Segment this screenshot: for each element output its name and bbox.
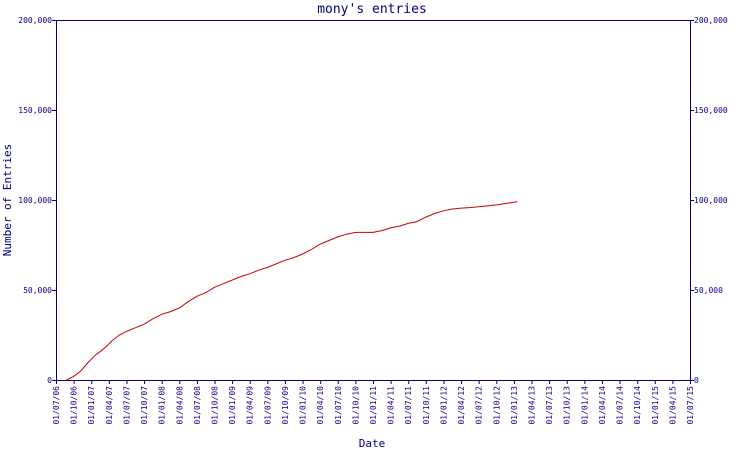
y-tick-label-left: 200,000 <box>18 16 52 25</box>
x-tick-label: 01/01/12 <box>439 386 448 425</box>
y-tick-label-left: 0 <box>47 376 52 385</box>
x-tick-label: 01/10/13 <box>563 386 572 425</box>
y-tick-label-left: 50,000 <box>23 286 52 295</box>
x-tick-label: 01/01/09 <box>228 386 237 425</box>
x-tick-label: 01/07/06 <box>52 386 61 425</box>
chart-title: mony's entries <box>317 2 427 17</box>
x-tick-label: 01/07/15 <box>686 386 695 425</box>
x-tick-label: 01/04/15 <box>668 386 677 425</box>
x-tick-label: 01/07/12 <box>475 386 484 425</box>
x-tick-label: 01/07/10 <box>334 386 343 425</box>
x-tick-label: 01/01/15 <box>651 386 660 425</box>
x-tick-label: 01/07/09 <box>263 386 272 425</box>
y-tick-label-right: 200,000 <box>694 16 728 25</box>
x-tick-label: 01/10/10 <box>351 386 360 425</box>
x-axis: 01/07/06 01/10/06 01/01/07 01/04/07 01/07/07… <box>52 380 695 425</box>
y-tick-label-right: 150,000 <box>694 106 728 115</box>
x-axis-label: Date <box>359 437 386 450</box>
x-tick-label: 01/07/07 <box>122 386 131 425</box>
x-tick-label: 01/10/11 <box>422 386 431 425</box>
x-tick-label: 01/04/07 <box>105 386 114 425</box>
x-tick-label: 01/04/12 <box>457 386 466 425</box>
x-tick-label: 01/10/09 <box>281 386 290 425</box>
x-tick-label: 01/07/14 <box>616 386 625 425</box>
x-tick-label: 01/10/06 <box>70 386 79 425</box>
entries-series-line <box>66 201 518 381</box>
x-tick-label: 01/10/14 <box>633 386 642 425</box>
y-tick-label-right: 50,000 <box>694 286 723 295</box>
x-tick-label: 01/01/14 <box>580 386 589 425</box>
x-tick-label: 01/04/14 <box>598 386 607 425</box>
x-tick-label: 01/01/10 <box>299 386 308 425</box>
y-tick-label-left: 100,000 <box>18 196 52 205</box>
x-tick-label: 01/04/09 <box>246 386 255 425</box>
plot-frame <box>56 20 691 381</box>
y-tick-label-right: 100,000 <box>694 196 728 205</box>
x-tick-label: 01/07/11 <box>404 386 413 425</box>
x-tick-label: 01/07/13 <box>545 386 554 425</box>
x-tick-label: 01/04/13 <box>528 386 537 425</box>
y-tick-label-right: 0 <box>694 376 699 385</box>
x-tick-label: 01/10/08 <box>211 386 220 425</box>
x-tick-label: 01/01/08 <box>158 386 167 425</box>
x-tick-label: 01/01/07 <box>87 386 96 425</box>
x-tick-label: 01/10/07 <box>140 386 149 425</box>
x-tick-label: 01/07/08 <box>193 386 202 425</box>
x-tick-label: 01/04/11 <box>387 386 396 425</box>
x-tick-label: 01/04/08 <box>175 386 184 425</box>
x-tick-label: 01/01/13 <box>510 386 519 425</box>
x-tick-label: 01/10/12 <box>492 386 501 425</box>
y-axis-label: Number of Entries <box>1 144 14 257</box>
y-tick-label-left: 150,000 <box>18 106 52 115</box>
y-axis-right: 0 50,000 100,000 150,000 200,000 <box>690 16 728 385</box>
x-tick-label: 01/04/10 <box>316 386 325 425</box>
x-tick-label: 01/01/11 <box>369 386 378 425</box>
y-axis-left: 0 50,000 100,000 150,000 200,000 <box>18 16 56 385</box>
